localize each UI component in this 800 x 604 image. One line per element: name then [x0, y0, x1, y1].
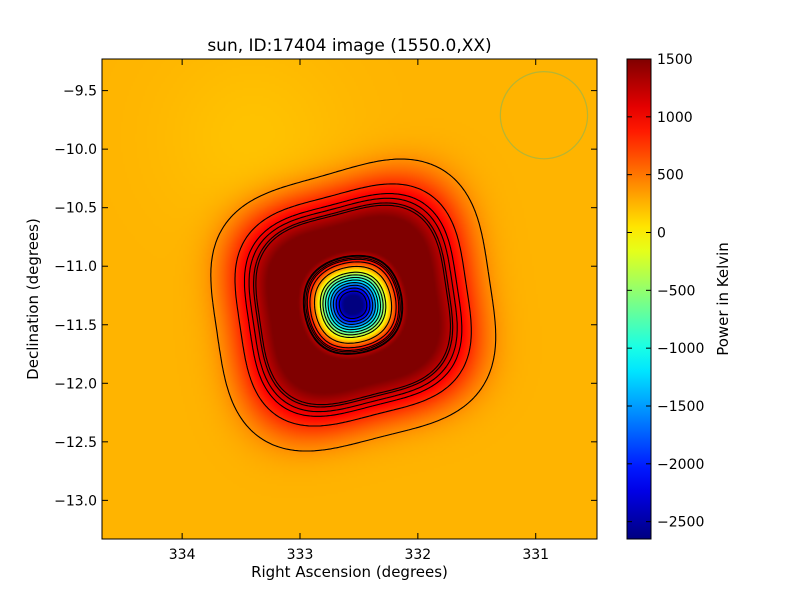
- colorbar-tick-label: 0: [657, 225, 666, 241]
- negative-contour: [338, 290, 368, 320]
- positive-contour: [255, 204, 451, 406]
- y-tick-label: −11.5: [54, 318, 97, 334]
- colorbar-tick-label: −2000: [657, 457, 704, 473]
- colorbar-frame: [626, 58, 652, 540]
- y-tick-label: −12.0: [54, 376, 97, 392]
- contour-lines: [210, 158, 497, 452]
- heatmap-image: [102, 59, 597, 539]
- negative-contour: [330, 282, 376, 328]
- negative-contour: [324, 276, 382, 333]
- positive-contour: [248, 197, 458, 413]
- x-tick-label: 332: [404, 547, 431, 563]
- x-axis-label: Right Ascension (degrees): [251, 563, 448, 581]
- chart-title: sun, ID:17404 image (1550.0,XX): [207, 36, 491, 56]
- y-tick-label: −13.0: [54, 493, 97, 509]
- colorbar-tick-label: −1500: [657, 399, 704, 415]
- y-tick-label: −11.0: [54, 259, 97, 275]
- negative-contour: [335, 287, 371, 323]
- colorbar-tick-label: 1000: [657, 110, 693, 126]
- colorbar-axis: 1500 1000 500 0 −500 −1000 −1500 −2000 −2500: [627, 52, 704, 531]
- x-tick-label: 331: [522, 547, 549, 563]
- x-tick-label: 333: [287, 547, 314, 563]
- colorbar-label: Power in Kelvin: [714, 242, 732, 356]
- negative-contour: [332, 284, 374, 325]
- y-tick-label: −10.5: [54, 201, 97, 217]
- y-tick-label: −10.0: [54, 142, 97, 158]
- y-axis: −9.5 −10.0 −10.5 −11.0 −11.5 −12.0 −12.5 −13.0: [54, 84, 597, 509]
- beam-circle: [499, 70, 589, 160]
- positive-contour: [210, 158, 497, 452]
- positive-contour: [253, 202, 454, 408]
- colorbar-tick-label: −500: [657, 283, 695, 299]
- colorbar: [627, 59, 651, 539]
- colorbar-tick-label: −1000: [657, 341, 704, 357]
- x-tick-label: 334: [169, 547, 196, 563]
- plot-frame: [101, 58, 598, 540]
- positive-contour: [243, 193, 463, 417]
- negative-contour: [322, 274, 384, 336]
- y-axis-label: Declination (degrees): [24, 218, 42, 380]
- positive-contour: [234, 183, 472, 427]
- negative-contour: [319, 271, 387, 339]
- y-tick-label: −12.5: [54, 435, 97, 451]
- negative-contour: [327, 279, 379, 331]
- y-tick-label: −9.5: [63, 84, 97, 100]
- colorbar-tick-label: 500: [657, 168, 684, 184]
- x-axis: 334 333 332 331: [169, 59, 549, 563]
- colorbar-tick-label: −2500: [657, 515, 704, 531]
- colorbar-tick-label: 1500: [657, 52, 693, 68]
